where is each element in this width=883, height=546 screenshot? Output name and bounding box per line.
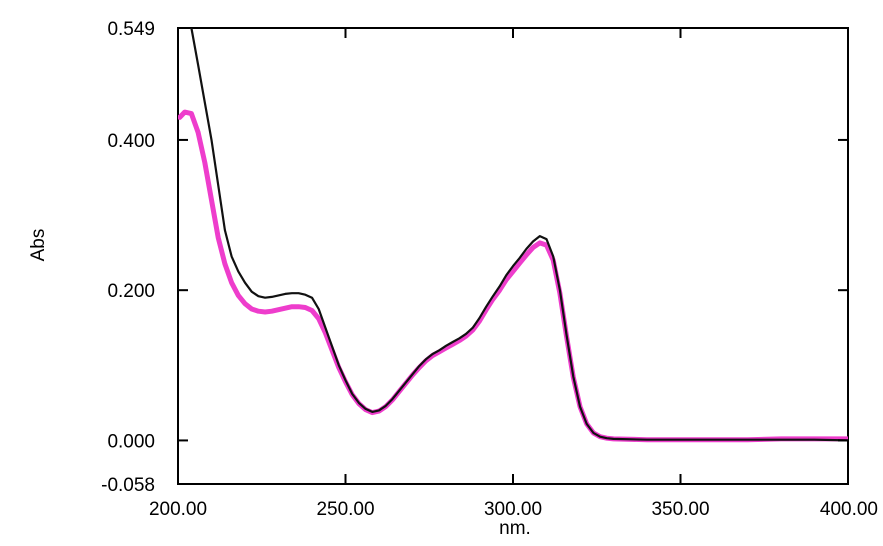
- series-layer: [178, 28, 848, 443]
- x-axis-label: nm.: [499, 518, 531, 539]
- series-line-2: [178, 109, 848, 443]
- y-tick-label: -0.058: [101, 475, 155, 496]
- x-tick-label: 200.00: [149, 499, 207, 520]
- plot-border: [177, 27, 849, 485]
- x-tick-label: 250.00: [316, 499, 374, 520]
- y-tick-label: 0.000: [107, 431, 155, 452]
- x-tick-label: 400.00: [820, 499, 878, 520]
- ticks-layer: -0.058 0.000 0.200 0.400 0.549 200.00 250.00 30…: [101, 19, 878, 520]
- y-axis-label: Abs: [28, 229, 49, 262]
- y-tick-label: 0.200: [107, 281, 155, 302]
- x-tick-label: 350.00: [651, 499, 709, 520]
- series-line-1: [190, 28, 848, 442]
- plot-area-frame: [177, 27, 849, 485]
- x-tick-label: 300.00: [484, 499, 542, 520]
- y-tick-label: 0.400: [107, 131, 155, 152]
- y-tick-label: 0.549: [107, 19, 155, 40]
